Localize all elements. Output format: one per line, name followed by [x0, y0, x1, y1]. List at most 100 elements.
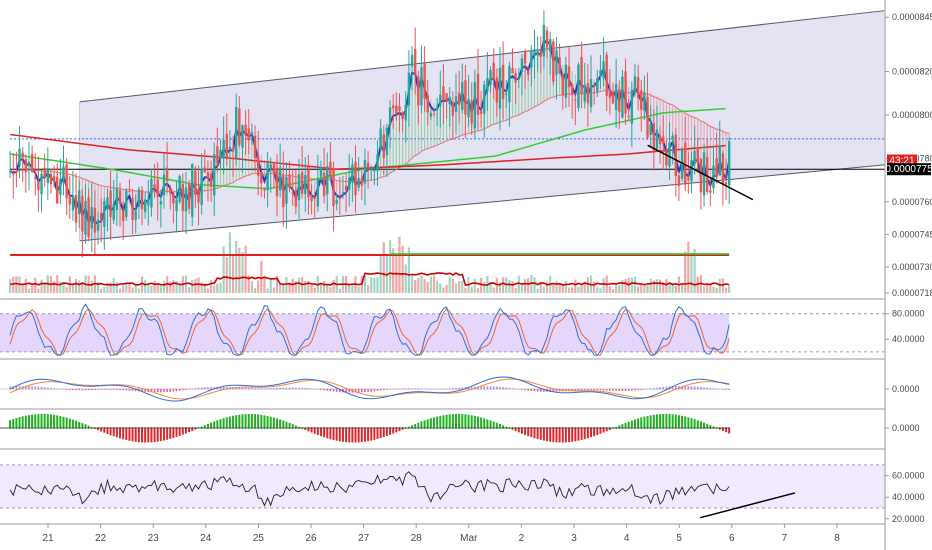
macd-hist-bar [182, 389, 184, 391]
candle-body [68, 196, 71, 205]
histogram-bar [354, 428, 357, 443]
candle-body [278, 167, 282, 191]
macd-hist-bar [709, 388, 712, 390]
histogram-bar [662, 414, 665, 429]
macd-hist-bar [681, 385, 683, 390]
volume-bar [329, 287, 332, 293]
histogram-bar [561, 428, 564, 443]
volume-bar [150, 285, 153, 293]
macd-hist-bar [521, 389, 523, 390]
macd-hist-bar [335, 389, 338, 392]
macd-hist-bar [150, 389, 153, 393]
volume-bar [630, 277, 633, 293]
volume-bar [511, 281, 514, 293]
macd-hist-bar [156, 389, 159, 393]
histogram-bar [429, 418, 432, 429]
macd-panel[interactable] [0, 376, 730, 402]
macd-hist-bar [40, 386, 43, 390]
volume-bar [439, 283, 442, 293]
volume-bar [646, 285, 649, 293]
candle-body [338, 198, 342, 200]
candle-body [159, 200, 163, 205]
macd-hist-bar [728, 389, 730, 391]
volume-bar [34, 277, 37, 293]
candle-body [96, 219, 100, 231]
histogram-bar [621, 424, 624, 429]
volume-bar [464, 288, 467, 293]
histogram-panel[interactable] [0, 414, 731, 443]
macd-hist-bar [470, 386, 473, 390]
histogram-bar [674, 414, 677, 429]
histogram-bar [282, 420, 285, 429]
volume-bar [24, 278, 27, 293]
price-divergence-line [647, 144, 754, 201]
candle-body [99, 213, 103, 222]
rsi-y-label: 60.0000 [892, 471, 925, 481]
macd-hist-bar [269, 388, 272, 390]
candle-body [520, 58, 524, 72]
histogram-bar [100, 428, 103, 432]
time-x-axis: 21 22 23 24 25 26 27 28 Mar 2 3 4 5 6 7 8 [42, 524, 840, 544]
candle-body [391, 105, 395, 109]
panel-separators [0, 0, 886, 550]
volume-bars [9, 232, 731, 293]
macd-hist-bar [28, 385, 30, 390]
volume-bar [684, 251, 687, 293]
volume-bar [78, 280, 81, 293]
histogram-bar [363, 428, 366, 442]
candle-body [583, 84, 586, 102]
volume-bar [429, 276, 432, 293]
candle-body [671, 135, 674, 139]
candle-body [184, 187, 188, 212]
histogram-bar [78, 421, 81, 429]
histogram-bar [9, 420, 12, 429]
macd-hist-bar [364, 389, 366, 393]
histogram-bar [602, 428, 605, 433]
volume-bar [326, 284, 329, 293]
volume-bar [593, 281, 596, 293]
macd-hist-bar [430, 388, 432, 390]
macd-hist-bar [100, 389, 102, 390]
candle-body [52, 176, 56, 182]
volume-bar [621, 280, 624, 293]
candle-body [596, 78, 599, 92]
rsi-panel[interactable] [0, 464, 885, 519]
candle-body [498, 67, 502, 109]
x-tick-label: 27 [358, 533, 370, 544]
y-tick-label: 0.0000745 [892, 229, 932, 239]
volume-bar [517, 275, 520, 293]
histogram-bar [156, 428, 159, 442]
candle-body [636, 77, 640, 98]
macd-hist-bar [596, 389, 599, 391]
volume-bar [379, 255, 382, 293]
price-panel[interactable] [8, 10, 885, 293]
histogram-bar [420, 421, 423, 429]
volume-bar [294, 281, 297, 293]
volume-bar [52, 281, 56, 293]
candle-body [150, 178, 153, 208]
volume-bar [618, 285, 621, 293]
volume-bar [724, 287, 728, 293]
stochastic-panel[interactable] [0, 303, 885, 356]
volume-bar [81, 282, 84, 293]
stochastic-y-label: 40.0000 [892, 334, 925, 344]
macd-hist-bar [291, 387, 294, 390]
candle-body [624, 71, 627, 114]
macd-hist-bar [492, 386, 495, 390]
candle-body [326, 166, 329, 195]
macd-hist-bar [489, 386, 492, 390]
histogram-bar [571, 428, 574, 442]
histogram-bar [166, 428, 169, 440]
histogram-bar [514, 428, 517, 432]
histogram-bar [721, 428, 724, 431]
histogram-bar [206, 423, 209, 429]
volume-bar [690, 253, 693, 293]
volume-bar [219, 282, 222, 293]
macd-hist-bar [445, 388, 448, 390]
macd-hist-bar [583, 389, 586, 391]
volume-bar [175, 280, 178, 293]
histogram-bar [618, 425, 621, 429]
histogram-bar [276, 418, 279, 429]
histogram-bar [222, 418, 225, 429]
